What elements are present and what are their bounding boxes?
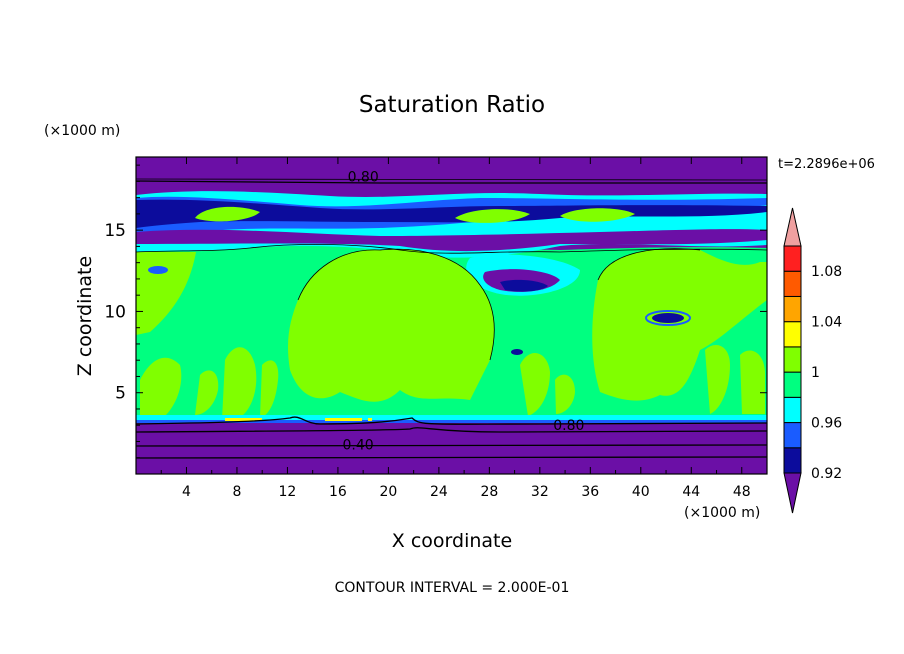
contour-labels: 0.80 0.80 0.40 [343,170,585,454]
dry-spot-east [652,313,684,323]
x-tick-label: 16 [329,484,347,500]
colorbar-band-3 [783,371,802,398]
dry-spot-west [148,266,168,274]
y-tick-label: 10 [104,302,126,322]
y-tick-label: 15 [104,221,126,241]
colorbar-band-2 [783,396,802,424]
colorbar-band-4 [783,346,802,373]
x-axis-unit: (×1000 m) [684,505,760,521]
colorbar-band-7 [783,270,802,297]
colorbar: 0.92 0.96 1 1.04 1.08 [783,207,842,514]
upper-band-green-cells [195,206,635,223]
x-tick-label: 8 [232,484,241,500]
dry-spot-mid [511,349,523,355]
x-tick-label: 48 [733,484,751,500]
contour-label: 0.40 [343,438,374,454]
colorbar-label: 1.04 [811,315,842,331]
colorbar-band-1 [783,422,802,449]
plume-central [287,249,495,402]
y-tick-label: 5 [115,384,126,404]
plume-lower-cells [140,345,765,420]
upper-moist-lens-center [500,279,548,292]
colorbar-under-triangle [783,472,802,514]
x-tick-label: 4 [182,484,191,500]
lower-cyan-edge [136,415,767,423]
contour-interval-note: CONTOUR INTERVAL = 2.000E-01 [335,580,570,596]
plot-frame [135,156,768,475]
x-tick-label: 44 [682,484,700,500]
y-axis-label: Z coordinate [74,256,96,376]
x-tick-label: 32 [531,484,549,500]
colorbar-band-6 [783,295,802,323]
x-axis-label: X coordinate [392,530,512,552]
chart-title: Saturation Ratio [359,92,545,118]
y-axis-ticks: 5 10 15 [104,164,767,459]
colorbar-band-8 [783,245,802,272]
upper-band-darkblue [136,199,767,228]
x-tick-label: 12 [279,484,297,500]
contour-label: 0.80 [553,418,584,434]
dry-spot-east-outer [645,310,691,326]
mid-level-dry-pocket [136,229,767,252]
time-label: t=2.2896e+06 [778,157,875,172]
colorbar-label: 1 [811,365,820,381]
colorbar-over-triangle [783,207,802,247]
colorbar-band-5 [783,321,802,348]
lower-blue-edge [136,420,767,424]
contour-label: 0.80 [348,170,379,186]
x-tick-label: 40 [632,484,650,500]
contour-field [136,157,767,474]
x-tick-label: 36 [581,484,599,500]
colorbar-label: 0.92 [811,466,842,482]
colorbar-label: 0.96 [811,416,842,432]
x-axis-ticks: 4 8 12 16 20 24 28 32 36 40 44 48 [160,157,751,500]
colorbar-band-0 [783,447,802,474]
y-axis-unit: (×1000 m) [44,123,120,139]
x-tick-label: 20 [379,484,397,500]
x-tick-label: 24 [430,484,448,500]
colorbar-label: 1.08 [811,264,842,280]
x-tick-label: 28 [480,484,498,500]
